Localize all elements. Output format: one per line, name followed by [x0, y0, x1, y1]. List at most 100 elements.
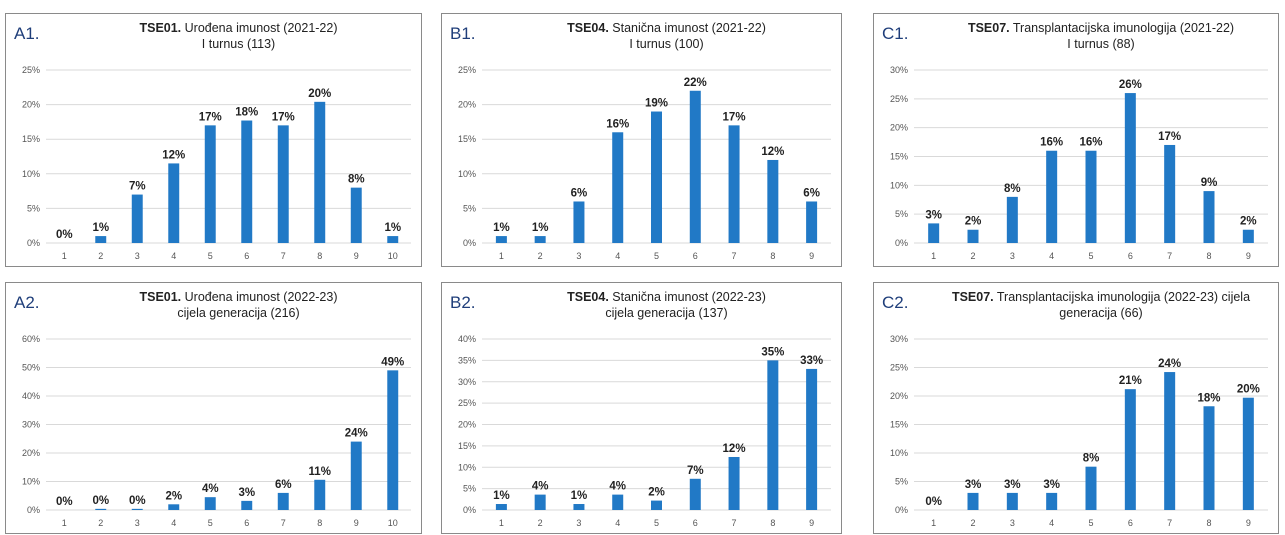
y-tick-label: 0% — [463, 238, 476, 248]
bar — [573, 504, 585, 510]
data-label: 3% — [1004, 479, 1021, 491]
data-label: 1% — [571, 490, 588, 502]
data-label: 17% — [1158, 131, 1181, 143]
chart-title-text: Transplantacijska imunologija (2021-22) — [1012, 21, 1235, 35]
y-tick-label: 15% — [890, 152, 908, 162]
bar — [689, 90, 701, 243]
y-tick-label: 15% — [890, 420, 908, 430]
x-tick-label: 4 — [615, 251, 620, 261]
x-tick-label: 8 — [317, 518, 322, 528]
data-label: 1% — [493, 490, 510, 502]
bar — [95, 508, 107, 510]
y-tick-label: 5% — [463, 484, 476, 494]
data-label: 18% — [235, 107, 258, 119]
x-tick-label: 4 — [1049, 518, 1054, 528]
y-tick-label: 60% — [22, 334, 40, 344]
bar — [314, 101, 326, 243]
panel-label: C1. — [882, 24, 909, 43]
bar — [1164, 372, 1176, 510]
y-tick-label: 10% — [890, 448, 908, 458]
x-tick-label: 5 — [1088, 251, 1093, 261]
x-tick-label: 3 — [135, 518, 140, 528]
bar — [728, 456, 740, 510]
chart-svg: 0% 5% 10% 15% 20% 25% 0% 1 1% 2 7% 3 12% 4 17% 5 18% 6 17%… — [22, 65, 411, 261]
bar — [131, 194, 143, 243]
y-tick-label: 20% — [890, 123, 908, 133]
data-label: 20% — [1237, 384, 1260, 396]
bar — [1242, 397, 1254, 510]
x-tick-label: 7 — [281, 251, 286, 261]
data-label: 49% — [381, 356, 404, 368]
chart-title: TSE01. Urođena imunost (2021-22) I turnu… — [66, 20, 411, 52]
data-label: 4% — [609, 481, 626, 493]
data-label: 21% — [1119, 375, 1142, 387]
x-tick-label: 2 — [970, 251, 975, 261]
x-tick-label: 2 — [538, 251, 543, 261]
data-label: 2% — [648, 487, 665, 499]
bar — [806, 368, 818, 510]
data-label: 6% — [275, 479, 292, 491]
bar — [534, 494, 546, 510]
x-tick-label: 9 — [809, 251, 814, 261]
data-label: 20% — [308, 88, 331, 100]
data-label: 3% — [238, 487, 255, 499]
panel-label: A1. — [14, 24, 40, 43]
chart-title-code: TSE04. — [567, 290, 609, 304]
data-label: 1% — [493, 222, 510, 234]
y-tick-label: 25% — [890, 94, 908, 104]
chart-title-code: TSE01. — [139, 290, 182, 304]
data-label: 35% — [761, 346, 784, 358]
data-label: 12% — [723, 443, 746, 455]
data-label: 11% — [309, 466, 331, 478]
data-label: 6% — [571, 187, 588, 199]
x-tick-label: 8 — [1206, 251, 1211, 261]
data-label: 8% — [1004, 183, 1021, 195]
data-label: 0% — [129, 495, 146, 507]
data-label: 22% — [684, 77, 707, 89]
chart-svg: 0% 5% 10% 15% 20% 25% 30% 35% 40% 1% 1 4% 2 1% 3 4% 4 2% 5… — [458, 334, 831, 528]
bar — [241, 500, 253, 510]
bar — [1006, 196, 1018, 243]
x-tick-label: 4 — [171, 251, 176, 261]
x-tick-label: 8 — [770, 518, 775, 528]
data-label: 2% — [1240, 216, 1257, 228]
bar — [928, 223, 940, 243]
data-label: 6% — [803, 187, 820, 199]
y-tick-label: 5% — [27, 203, 40, 213]
x-tick-label: 3 — [1010, 251, 1015, 261]
y-tick-label: 0% — [27, 505, 40, 515]
chart-subtitle: cijela generacija (216) — [177, 306, 300, 320]
panel-label: A2. — [14, 293, 40, 312]
y-tick-label: 15% — [458, 134, 476, 144]
bar — [651, 500, 662, 510]
y-tick-label: 10% — [22, 477, 40, 487]
y-tick-label: 50% — [22, 363, 40, 373]
y-tick-label: 15% — [22, 134, 40, 144]
bar — [350, 187, 362, 243]
data-label: 8% — [348, 174, 365, 186]
chart-title-text: Urođena imunost (2021-22) — [184, 21, 338, 35]
y-tick-label: 40% — [22, 391, 40, 401]
y-tick-label: 10% — [890, 180, 908, 190]
chart-title-text: Urođena imunost (2022-23) — [184, 290, 338, 304]
x-tick-label: 2 — [98, 518, 103, 528]
x-tick-label: 6 — [244, 251, 249, 261]
y-tick-label: 40% — [458, 334, 476, 344]
y-tick-label: 20% — [458, 100, 476, 110]
chart-title-code: TSE01. — [139, 21, 182, 35]
data-label: 7% — [129, 181, 146, 193]
x-tick-label: 5 — [208, 251, 213, 261]
chart-panel-b1: B1. TSE04. Stanična imunost (2021-22) I … — [441, 13, 842, 267]
data-label: 0% — [925, 496, 942, 508]
y-tick-label: 35% — [458, 355, 476, 365]
bar — [806, 201, 818, 243]
x-tick-label: 10 — [388, 518, 398, 528]
y-tick-label: 30% — [890, 65, 908, 75]
x-tick-label: 3 — [576, 251, 581, 261]
y-tick-label: 25% — [458, 398, 476, 408]
y-tick-label: 5% — [895, 209, 908, 219]
bar — [204, 125, 216, 243]
x-tick-label: 6 — [693, 251, 698, 261]
chart-panel-c2: C2. TSE07. Transplantacijska imunologija… — [873, 282, 1279, 534]
bar — [387, 370, 399, 510]
